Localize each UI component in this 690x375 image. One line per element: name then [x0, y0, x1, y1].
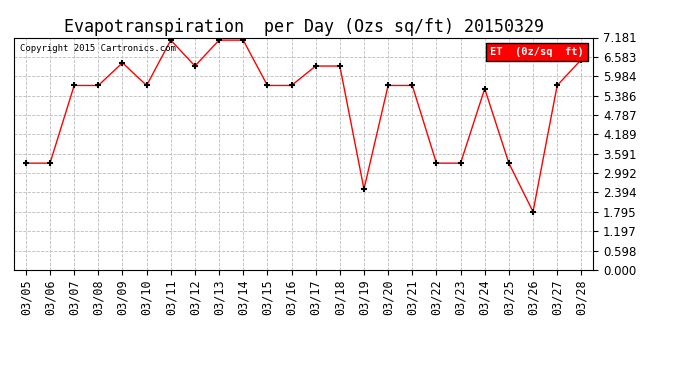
Text: Copyright 2015 Cartronics.com: Copyright 2015 Cartronics.com — [19, 45, 175, 54]
Legend: ET  (0z/sq  ft): ET (0z/sq ft) — [486, 43, 588, 61]
Title: Evapotranspiration  per Day (Ozs sq/ft) 20150329: Evapotranspiration per Day (Ozs sq/ft) 2… — [63, 18, 544, 36]
